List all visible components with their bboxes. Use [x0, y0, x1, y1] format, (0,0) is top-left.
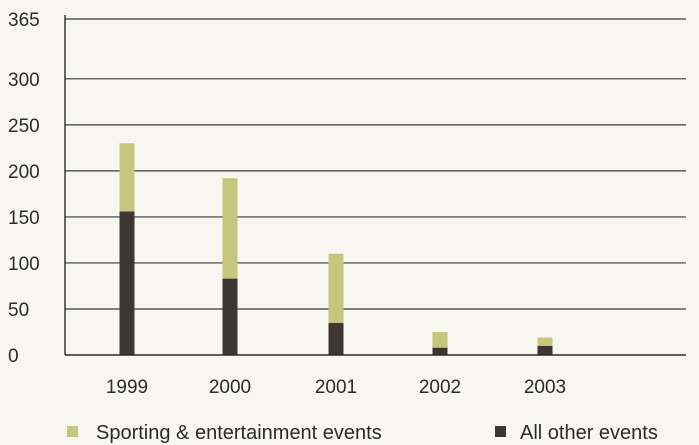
x-category-label-2000: 2000	[209, 377, 251, 398]
bar-1999-all-other-events	[119, 211, 135, 355]
y-tick-label-300: 300	[8, 70, 40, 91]
y-tick-label-0: 0	[8, 346, 19, 367]
bar-2003-all-other-events	[537, 345, 553, 355]
bar-2002-sporting-entertainment-events	[432, 331, 448, 348]
legend-swatch-all-other-events	[495, 426, 506, 437]
y-axis-tick-labels: 0 50 100 150 200 250 300 365	[8, 10, 40, 367]
bar-2001-sporting-entertainment-events	[328, 253, 344, 323]
y-tick-label-200: 200	[8, 162, 40, 183]
x-category-label-2003: 2003	[524, 377, 566, 398]
x-category-label-2001: 2001	[315, 377, 357, 398]
x-axis-category-labels: 1999 2000 2001 2002 2003	[106, 377, 566, 398]
y-tick-label-250: 250	[8, 116, 40, 137]
bar-1999-sporting-entertainment-events	[119, 143, 135, 212]
x-category-label-1999: 1999	[106, 377, 148, 398]
bars	[119, 143, 553, 355]
bar-2000-sporting-entertainment-events	[222, 178, 238, 279]
y-tick-label-365: 365	[8, 10, 40, 31]
axes	[64, 15, 686, 356]
legend-label-sporting-entertainment-events: Sporting & entertainment events	[96, 422, 382, 444]
y-tick-label-150: 150	[8, 208, 40, 229]
grid-lines	[65, 18, 686, 310]
legend: Sporting & entertainment events All other…	[67, 422, 658, 444]
y-tick-label-50: 50	[8, 300, 29, 321]
bar-2003-sporting-entertainment-events	[537, 337, 553, 346]
legend-label-all-other-events: All other events	[520, 422, 658, 444]
bar-2001-all-other-events	[328, 322, 344, 355]
x-category-label-2002: 2002	[419, 377, 461, 398]
y-tick-label-100: 100	[8, 254, 40, 275]
legend-swatch-sporting-entertainment-events	[67, 426, 78, 437]
bar-2000-all-other-events	[222, 278, 238, 355]
bar-2002-all-other-events	[432, 347, 448, 355]
